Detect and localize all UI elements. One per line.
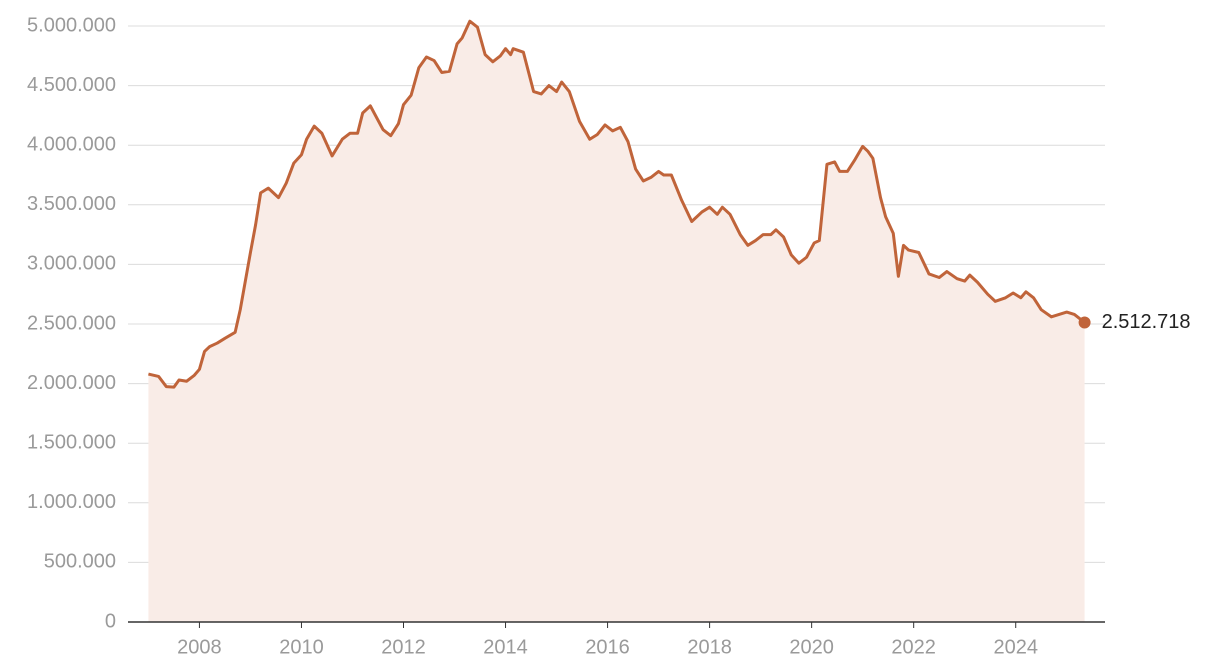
y-tick-label: 3.500.000 [27,193,116,215]
y-tick-label: 4.000.000 [27,133,116,155]
line [148,19,1086,389]
y-tick-label: 5.000.000 [27,14,116,36]
x-tick-label: 2010 [279,636,324,658]
y-tick-label: 0 [105,610,116,632]
y-tick-label: 1.000.000 [27,491,116,513]
value-label: 2.512.718 [1102,311,1191,333]
y-tick-label: 2.500.000 [27,312,116,334]
y-tick-label: 2.000.000 [27,372,116,394]
x-tick-label: 2018 [687,636,732,658]
x-tick-label: 2012 [381,636,426,658]
x-tick-label: 2008 [177,636,222,658]
y-tick-label: 1.500.000 [27,431,116,453]
y-tick-label: 500.000 [44,551,116,573]
x-tick-label: 2016 [585,636,630,658]
x-tick-label: 2014 [483,636,528,658]
y-tick-label: 3.000.000 [27,253,116,275]
x-tick-label: 2022 [891,636,936,658]
x-tick-label: 2020 [789,636,834,658]
x-tick-label: 2024 [993,636,1038,658]
end-point [1078,316,1091,329]
area [148,21,1085,623]
y-tick-label: 4.500.000 [27,74,116,96]
